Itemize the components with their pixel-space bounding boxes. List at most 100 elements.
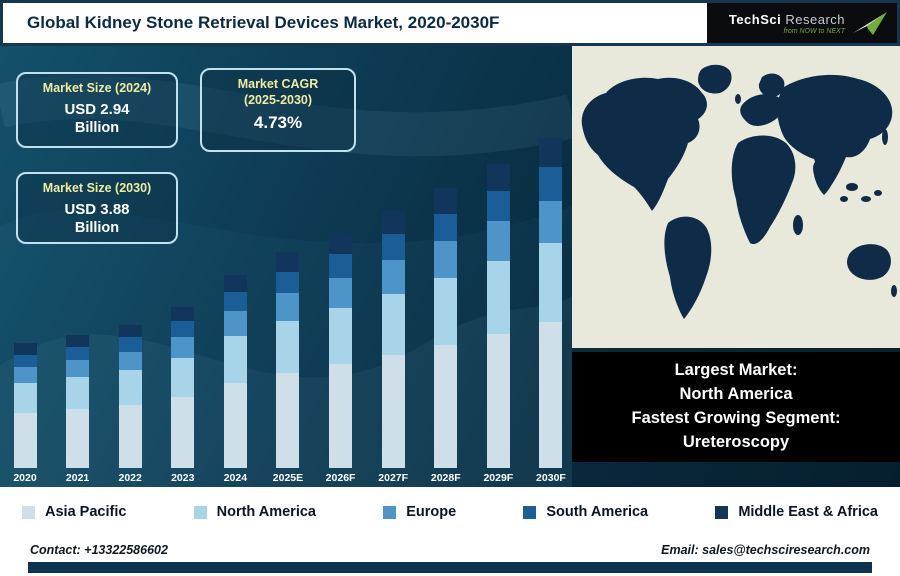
fastest-segment-label: Fastest Growing Segment: <box>631 409 841 427</box>
bar-segment-north-america[interactable] <box>66 377 90 410</box>
bar-segment-middle-east-africa[interactable] <box>329 233 353 255</box>
bar-2024[interactable] <box>223 275 247 468</box>
x-axis-label: 2020 <box>13 472 37 484</box>
bar-segment-asia-pacific[interactable] <box>276 372 300 468</box>
bar-segment-south-america[interactable] <box>381 234 405 261</box>
bar-segment-europe[interactable] <box>381 260 405 294</box>
x-axis-label: 2025E <box>272 472 304 484</box>
bar-2030F[interactable] <box>539 137 563 468</box>
bar-segment-north-america[interactable] <box>171 358 195 397</box>
fastest-segment-value: Ureteroscopy <box>682 432 790 451</box>
bar-segment-north-america[interactable] <box>381 293 405 356</box>
bar-segment-north-america[interactable] <box>276 321 300 373</box>
bar-segment-asia-pacific[interactable] <box>434 345 458 468</box>
bar-2023[interactable] <box>171 307 195 468</box>
bar-segment-middle-east-africa[interactable] <box>539 137 563 168</box>
bar-segment-asia-pacific[interactable] <box>13 413 37 468</box>
legend-swatch <box>715 505 729 519</box>
bar-segment-middle-east-africa[interactable] <box>486 163 510 191</box>
logo-brand: TechSci Research <box>729 12 845 27</box>
bar-segment-middle-east-africa[interactable] <box>223 275 247 293</box>
bar-column: 2026F <box>325 233 356 485</box>
x-axis-label: 2026F <box>325 472 356 484</box>
bar-segment-north-america[interactable] <box>223 336 247 384</box>
bar-segment-europe[interactable] <box>434 241 458 278</box>
bar-segment-middle-east-africa[interactable] <box>434 188 458 214</box>
bar-segment-europe[interactable] <box>171 337 195 359</box>
bar-segment-south-america[interactable] <box>223 292 247 312</box>
bar-segment-north-america[interactable] <box>118 370 142 405</box>
bar-2022[interactable] <box>118 324 142 468</box>
x-axis-label: 2028F <box>430 472 461 484</box>
bar-2027F[interactable] <box>381 211 405 468</box>
bar-2028F[interactable] <box>434 188 458 468</box>
bar-segment-europe[interactable] <box>223 311 247 337</box>
bar-segment-asia-pacific[interactable] <box>329 364 353 468</box>
bar-segment-middle-east-africa[interactable] <box>13 343 37 355</box>
world-map <box>572 47 900 347</box>
bar-segment-asia-pacific[interactable] <box>539 322 563 468</box>
bar-segment-asia-pacific[interactable] <box>66 409 90 468</box>
header: Global Kidney Stone Retrieval Devices Ma… <box>0 0 900 46</box>
x-axis-label: 2022 <box>118 472 142 484</box>
bar-segment-asia-pacific[interactable] <box>486 333 510 468</box>
card-subtitle: (2025-2030) <box>243 92 313 107</box>
x-axis-label: 2023 <box>171 472 195 484</box>
bottom-accent-bar <box>28 562 872 573</box>
bar-segment-south-america[interactable] <box>329 254 353 278</box>
bar-segment-south-america[interactable] <box>276 271 300 294</box>
largest-market-label: Largest Market: <box>674 361 798 380</box>
bar-segment-north-america[interactable] <box>539 243 563 323</box>
bar-segment-middle-east-africa[interactable] <box>118 324 142 338</box>
bar-column: 2027F <box>378 211 409 485</box>
card-title: Market Size (2024) <box>42 81 152 95</box>
bar-2029F[interactable] <box>486 163 510 468</box>
bar-2026F[interactable] <box>329 233 353 468</box>
bar-segment-north-america[interactable] <box>434 277 458 346</box>
x-axis-label: 2027F <box>378 472 409 484</box>
bar-2020[interactable] <box>13 343 37 468</box>
market-size-2030-card: Market Size (2030) USD 3.88 Billion <box>16 172 178 244</box>
legend-label: Europe <box>406 504 457 520</box>
highlight-panel: Largest Market: North America Fastest Gr… <box>572 352 900 462</box>
bar-segment-middle-east-africa[interactable] <box>276 251 300 272</box>
bar-segment-north-america[interactable] <box>329 308 353 365</box>
bar-segment-south-america[interactable] <box>486 190 510 222</box>
bar-segment-south-america[interactable] <box>434 213 458 242</box>
legend-item-middle-east-africa: Middle East & Africa <box>715 504 878 520</box>
bar-segment-europe[interactable] <box>329 277 353 309</box>
bar-column: 2022 <box>117 324 143 485</box>
bar-segment-middle-east-africa[interactable] <box>66 334 90 347</box>
bar-segment-north-america[interactable] <box>486 260 510 334</box>
bar-segment-south-america[interactable] <box>539 167 563 201</box>
bar-segment-asia-pacific[interactable] <box>381 355 405 468</box>
bar-segment-europe[interactable] <box>13 367 37 384</box>
bar-segment-europe[interactable] <box>486 221 510 261</box>
bar-segment-south-america[interactable] <box>118 337 142 352</box>
legend-item-north-america: North America <box>193 504 316 520</box>
legend-item-europe: Europe <box>383 504 456 520</box>
bar-segment-asia-pacific[interactable] <box>171 396 195 468</box>
x-axis-label: 2021 <box>65 472 90 484</box>
contact-phone: Contact: +13322586602 <box>30 542 168 557</box>
bar-column: 2030F <box>536 137 566 485</box>
bar-segment-middle-east-africa[interactable] <box>381 211 405 235</box>
bar-2025E[interactable] <box>276 251 300 468</box>
bar-segment-europe[interactable] <box>276 293 300 322</box>
bar-segment-asia-pacific[interactable] <box>223 383 247 468</box>
world-map-panel <box>572 46 900 348</box>
legend-item-asia-pacific: Asia Pacific <box>22 504 126 520</box>
bar-segment-europe[interactable] <box>539 200 563 244</box>
bar-segment-south-america[interactable] <box>13 354 37 368</box>
legend-swatch <box>22 505 35 519</box>
x-axis-label: 2024 <box>223 472 248 484</box>
bar-column: 2020 <box>12 343 38 485</box>
bar-segment-south-america[interactable] <box>66 346 90 360</box>
bar-segment-europe[interactable] <box>118 351 142 371</box>
bar-segment-north-america[interactable] <box>13 383 37 414</box>
bar-segment-south-america[interactable] <box>171 321 195 338</box>
bar-segment-europe[interactable] <box>66 359 90 378</box>
bar-segment-middle-east-africa[interactable] <box>171 307 195 322</box>
bar-2021[interactable] <box>66 334 90 468</box>
bar-segment-asia-pacific[interactable] <box>118 404 142 468</box>
